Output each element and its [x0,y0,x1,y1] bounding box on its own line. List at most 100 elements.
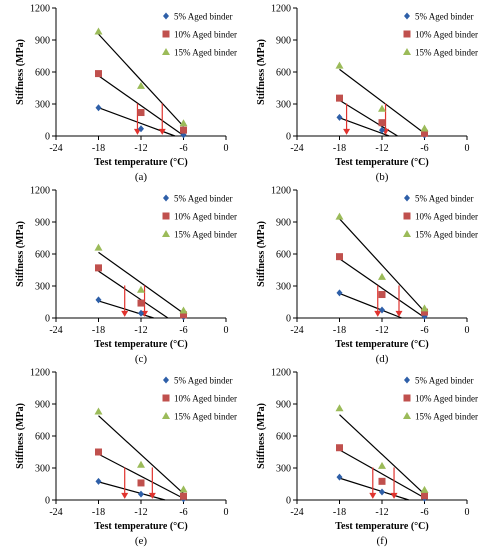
panel-label: (b) [376,171,389,183]
x-tick-label: -12 [375,325,388,336]
legend-marker [162,230,170,237]
data-point [379,126,385,134]
legend-marker [162,394,170,402]
y-tick-label: 900 [276,36,291,47]
y-tick-label: 300 [35,282,50,293]
data-point [378,461,386,469]
data-point [138,309,144,317]
legend-label: 15% Aged binder [174,412,237,422]
data-point [421,129,428,137]
legend-label: 15% Aged binder [415,230,478,240]
legend-marker [403,212,411,220]
y-axis-title: Stiffness (MPa) [15,39,26,105]
y-tick-label: 300 [276,100,291,111]
data-point [95,477,102,485]
legend-label: 10% Aged binder [174,30,237,40]
legend-marker [163,376,169,384]
legend-label: 5% Aged binder [174,194,233,204]
legend-marker [403,30,411,38]
y-tick-label: 0 [286,496,291,507]
y-tick-label: 600 [35,68,50,79]
data-point [137,109,145,117]
y-tick-label: 0 [45,314,50,325]
trend-line [98,251,184,314]
panel-label: (c) [135,353,148,365]
data-point [336,473,343,481]
y-tick-label: 0 [286,132,291,143]
arrow-head [395,310,403,317]
arrow-head [148,492,156,499]
trend-line [98,33,184,127]
arrow-head [158,128,166,135]
data-point [378,119,386,127]
data-point [420,485,429,493]
legend-marker [162,212,170,220]
trend-line [98,75,185,137]
panel-label: (d) [376,353,389,365]
y-axis-title: Stiffness (MPa) [15,403,26,469]
legend-marker [163,12,169,20]
data-point [138,125,144,133]
data-point [378,291,386,299]
x-tick-label: -18 [333,143,346,154]
x-tick-label: -18 [92,325,105,336]
y-tick-label: 0 [45,496,50,507]
data-point [378,477,386,485]
chart-panel: 0 300 600 900 1200 -24 -18 -12 -6 0 Stiffness (MPa… [15,368,237,548]
x-tick-label: -12 [134,507,147,518]
y-axis-title: Stiffness (MPa) [256,39,267,105]
y-tick-label: 600 [276,250,291,261]
x-tick-label: -6 [420,325,428,336]
legend-marker [404,376,410,384]
trend-line [339,258,426,319]
legend-label: 10% Aged binder [174,394,237,404]
y-tick-label: 1200 [271,4,291,15]
data-point [336,253,343,261]
legend-marker [404,12,410,20]
y-tick-label: 900 [276,218,291,229]
trend-line [98,481,166,501]
data-point [179,119,188,127]
x-axis-title: Test temperature (°C) [335,157,428,168]
panel-label: (e) [135,535,148,547]
arrow-head [133,128,141,135]
x-tick-label: 0 [465,507,470,518]
x-tick-label: -18 [92,507,105,518]
trend-line [339,117,390,137]
y-tick-label: 1200 [271,368,291,379]
data-point [379,306,385,314]
y-tick-label: 600 [35,250,50,261]
data-point [94,407,103,415]
arrow-head [369,492,377,499]
y-tick-label: 0 [45,132,50,143]
legend-label: 15% Aged binder [174,230,237,240]
data-point [336,289,343,297]
data-point [95,448,102,456]
y-tick-label: 600 [276,432,291,443]
y-tick-label: 600 [35,432,50,443]
x-tick-label: -24 [49,143,62,154]
chart-panel: 0 300 600 900 1200 -24 -18 -12 -6 0 Stiffness (MPa… [15,186,237,366]
data-point [420,304,429,312]
y-tick-label: 900 [35,218,50,229]
x-tick-label: 0 [465,143,470,154]
data-point [95,264,102,272]
chart-panel: 0 300 600 900 1200 -24 -18 -12 -6 0 Stiffness (MPa… [15,4,237,184]
data-point [379,488,385,496]
arrow-head [121,492,129,499]
legend-marker [404,194,410,202]
data-point [138,490,144,498]
legend-marker [403,48,411,55]
data-point [421,308,428,316]
data-point [378,272,386,280]
legend-label: 10% Aged binder [415,30,478,40]
data-point [180,492,187,500]
y-tick-label: 1200 [30,368,50,379]
legend-marker [162,412,170,419]
legend-label: 10% Aged binder [415,394,478,404]
panel-label: (f) [377,535,388,547]
data-point [95,104,102,112]
x-axis-title: Test temperature (°C) [335,521,428,532]
legend-label: 5% Aged binder [415,12,474,22]
